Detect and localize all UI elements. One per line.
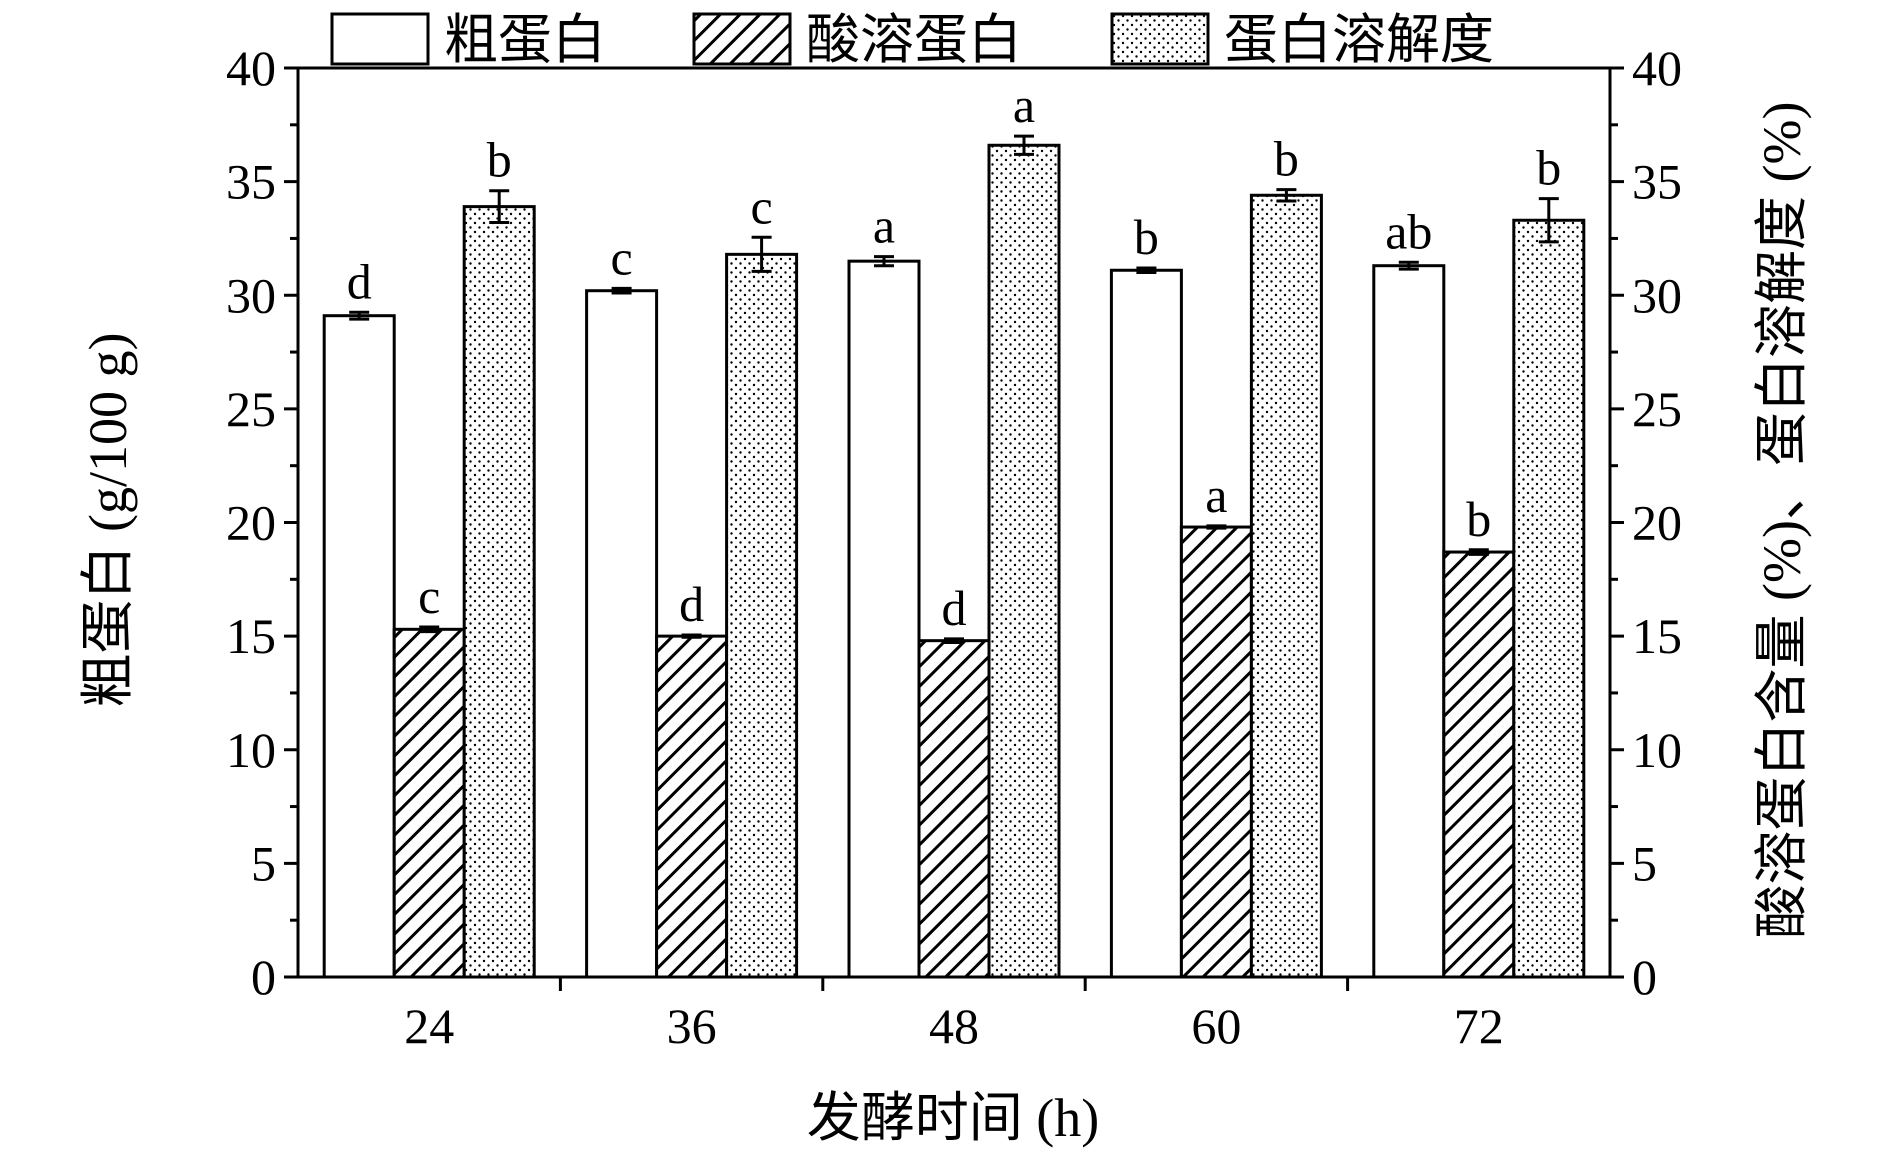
significance-label: d <box>347 253 372 309</box>
y-left-tick-label: 0 <box>251 949 276 1005</box>
y-right-tick-label: 15 <box>1632 608 1682 664</box>
y-right-tick-label: 10 <box>1632 722 1682 778</box>
significance-label: b <box>1536 140 1561 196</box>
legend-swatch <box>330 12 430 66</box>
legend-label: 粗蛋白 <box>444 10 606 70</box>
legend-swatch <box>692 12 792 66</box>
legend: 粗蛋白 酸溶蛋白 蛋白溶解度 <box>330 10 1494 70</box>
significance-label: a <box>873 198 895 254</box>
significance-label: ab <box>1385 203 1432 259</box>
bar <box>725 252 799 979</box>
bar <box>1372 264 1446 979</box>
significance-label: b <box>1134 209 1159 265</box>
y-left-tick-label: 20 <box>226 495 276 551</box>
x-tick-label: 72 <box>1454 998 1504 1054</box>
bar <box>585 289 659 979</box>
significance-label: c <box>418 568 440 624</box>
y-right-tick-label: 40 <box>1632 40 1682 96</box>
significance-label: b <box>1274 131 1299 187</box>
x-tick-label: 48 <box>929 998 979 1054</box>
y-axis-right-title: 酸溶蛋白含量 (%)、蛋白溶解度 (%) <box>1752 102 1812 939</box>
x-axis-title: 发酵时间 (h) <box>807 1088 1099 1148</box>
y-left-tick-label: 15 <box>226 608 276 664</box>
significance-label: b <box>487 132 512 188</box>
significance-label: d <box>942 580 967 636</box>
bar <box>1512 218 1586 979</box>
bar <box>1179 525 1253 979</box>
y-right-tick-label: 25 <box>1632 381 1682 437</box>
y-left-tick-label: 5 <box>251 835 276 891</box>
axes-layer: 0 0 5 5 10 10 15 15 20 20 25 25 30 30 35 35 40 40 24 36 48 60… <box>226 40 1682 1054</box>
legend-label: 蛋白溶解度 <box>1224 10 1494 70</box>
bar <box>917 639 991 979</box>
bar <box>1442 550 1516 979</box>
bar <box>392 627 466 979</box>
x-tick-label: 24 <box>404 998 454 1054</box>
bar <box>1249 193 1323 979</box>
y-right-tick-label: 20 <box>1632 495 1682 551</box>
significance-label: c <box>750 178 772 234</box>
bar <box>847 259 921 979</box>
y-left-tick-label: 30 <box>226 267 276 323</box>
significance-label: a <box>1013 77 1035 133</box>
bar <box>987 143 1061 979</box>
bar <box>322 314 396 979</box>
legend-label: 酸溶蛋白 <box>806 10 1022 70</box>
y-left-tick-label: 40 <box>226 40 276 96</box>
significance-label: c <box>610 229 632 285</box>
x-tick-label: 60 <box>1191 998 1241 1054</box>
y-right-tick-label: 0 <box>1632 949 1657 1005</box>
bar <box>1109 268 1183 979</box>
y-right-tick-label: 30 <box>1632 267 1682 323</box>
y-left-tick-label: 25 <box>226 381 276 437</box>
bar <box>462 205 536 979</box>
y-axis-left-title: 粗蛋白 (g/100 g) <box>78 333 138 708</box>
significance-label: b <box>1466 491 1491 547</box>
significance-label: a <box>1205 467 1227 523</box>
y-left-tick-label: 35 <box>226 154 276 210</box>
significance-label: d <box>679 576 704 632</box>
y-right-tick-label: 5 <box>1632 835 1657 891</box>
y-right-tick-label: 35 <box>1632 154 1682 210</box>
legend-swatch <box>1110 12 1210 66</box>
y-left-tick-label: 10 <box>226 722 276 778</box>
x-tick-label: 36 <box>667 998 717 1054</box>
bar <box>655 634 729 979</box>
